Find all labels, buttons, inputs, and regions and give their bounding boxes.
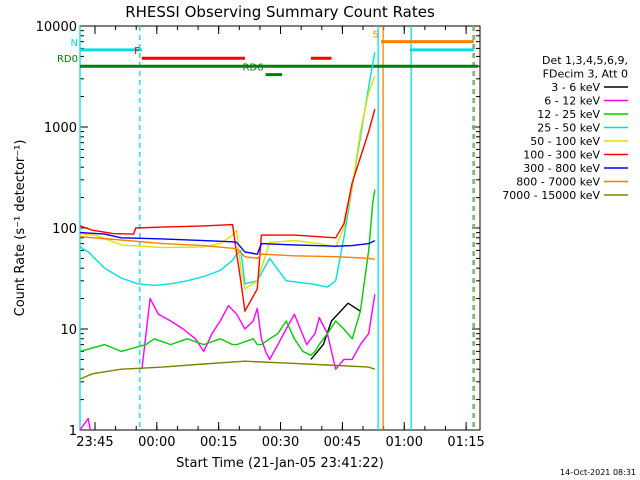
x-axis-label: Start Time (21-Jan-05 23:41:22): [176, 456, 384, 471]
x-tick-label: 00:00: [138, 435, 175, 450]
legend-entry-label: 800 - 7000 keV: [516, 176, 600, 189]
legend-entry-label: 7000 - 15000 keV: [502, 189, 600, 202]
y-tick-label: 10: [60, 323, 77, 338]
flag-rd6-label: RD6: [243, 63, 264, 74]
series-2: [79, 189, 376, 356]
series-4: [79, 75, 376, 290]
flag-f-label: F: [134, 46, 140, 57]
x-tick-label: 01:00: [386, 435, 423, 450]
legend-entry-label: 3 - 6 keV: [551, 81, 600, 94]
y-tick-label: 1000: [44, 121, 77, 136]
x-tick-label: 23:45: [76, 435, 113, 450]
series-line: [79, 189, 376, 356]
x-tick-label: 01:15: [447, 435, 484, 450]
series-0: [310, 302, 361, 360]
series-6: [79, 231, 376, 255]
y-tick-label: 100: [52, 222, 77, 237]
legend-entry-label: 300 - 800 keV: [523, 162, 600, 175]
series-3: [79, 52, 376, 288]
legend-entry-label: 12 - 25 keV: [537, 108, 600, 121]
series-line: [310, 302, 361, 360]
x-tick-label: 00:45: [324, 435, 361, 450]
series-line: [79, 109, 376, 312]
legend-entry-label: 25 - 50 keV: [537, 122, 600, 135]
series-line: [79, 52, 376, 288]
series-line: [79, 231, 376, 255]
legend-header: Det 1,3,4,5,6,9,: [542, 54, 628, 67]
series-line: [79, 75, 376, 290]
series-5: [79, 109, 376, 312]
legend-entry-label: 50 - 100 keV: [530, 135, 600, 148]
legend-entry-label: 6 - 12 keV: [544, 95, 600, 108]
series-line: [79, 236, 375, 260]
y-axis-label: Count Rate (s⁻¹ detector⁻¹): [13, 140, 28, 317]
legend-entry-label: 100 - 300 keV: [523, 149, 600, 162]
footer-date: 14-Oct-2021 08:31: [560, 468, 636, 477]
x-tick-label: 00:15: [200, 435, 237, 450]
series-8: [79, 360, 376, 380]
chart-title: RHESSI Observing Summary Count Rates: [125, 3, 435, 21]
flag-rd0-label: RD0: [57, 54, 78, 65]
series-7: [79, 236, 375, 260]
flag-n-label: N: [71, 38, 78, 49]
series-line: [79, 360, 376, 380]
y-tick-label: 1: [69, 424, 77, 439]
legend-header: FDecim 3, Att 0: [543, 68, 628, 81]
y-tick-label: 10000: [36, 20, 77, 35]
flag-s-label: S: [373, 30, 379, 41]
x-tick-label: 00:30: [262, 435, 299, 450]
